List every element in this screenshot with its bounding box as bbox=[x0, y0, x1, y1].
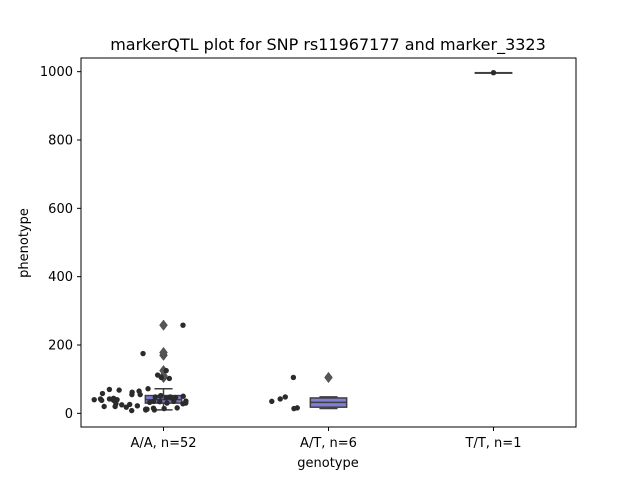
strip-point bbox=[157, 399, 163, 405]
y-axis-label: phenotype bbox=[17, 208, 32, 278]
chart-title: markerQTL plot for SNP rs11967177 and ma… bbox=[110, 35, 546, 55]
strip-point bbox=[164, 400, 170, 406]
strip-point bbox=[151, 407, 158, 413]
strip-point bbox=[180, 393, 186, 399]
strip-point bbox=[180, 401, 186, 407]
strip-point bbox=[277, 396, 283, 402]
strip-point bbox=[112, 403, 118, 410]
strip-point bbox=[140, 350, 146, 357]
box-1 bbox=[309, 371, 348, 410]
strip-point bbox=[163, 367, 169, 374]
x-axis: A/A, n=52 A/T, n=6 T/T, n=1 bbox=[130, 427, 521, 451]
strip-point bbox=[163, 395, 169, 401]
y-tick-label: 800 bbox=[48, 134, 73, 149]
x-tick-label: A/A, n=52 bbox=[130, 436, 196, 451]
strip-point bbox=[123, 404, 129, 410]
strip-point bbox=[137, 391, 143, 398]
outlier-point bbox=[159, 346, 168, 359]
strip-point bbox=[129, 391, 135, 398]
strip-1 bbox=[269, 374, 300, 412]
strip-point bbox=[161, 405, 167, 412]
strip-2 bbox=[490, 69, 497, 76]
x-tick-label: T/T, n=1 bbox=[465, 436, 522, 451]
strip-point bbox=[134, 403, 141, 409]
y-axis: 0 200 400 600 800 1000 bbox=[40, 65, 81, 422]
strip-point bbox=[106, 396, 113, 402]
strip-0 bbox=[91, 322, 189, 414]
strip-point bbox=[290, 374, 297, 381]
y-tick-label: 200 bbox=[48, 339, 73, 354]
outlier-point bbox=[159, 319, 168, 331]
outlier-point bbox=[324, 371, 333, 384]
strip-point bbox=[158, 374, 165, 381]
strip-point bbox=[98, 397, 105, 404]
strip-point bbox=[101, 403, 107, 410]
y-tick-label: 0 bbox=[65, 407, 73, 422]
strip-point bbox=[152, 394, 159, 400]
plot-marks bbox=[91, 69, 513, 414]
strip-point bbox=[116, 387, 122, 393]
x-tick-label: A/T, n=6 bbox=[300, 436, 357, 451]
strip-point bbox=[106, 386, 113, 393]
plot-area bbox=[80, 57, 577, 428]
strip-point bbox=[282, 394, 288, 400]
y-tick-label: 400 bbox=[48, 270, 73, 285]
strip-point bbox=[143, 407, 149, 413]
strip-point bbox=[269, 398, 275, 405]
strip-point bbox=[99, 390, 106, 397]
strip-point bbox=[174, 405, 180, 411]
strip-point bbox=[157, 393, 164, 399]
strip-point bbox=[145, 386, 151, 392]
y-tick-label: 600 bbox=[48, 202, 73, 217]
strip-point bbox=[291, 405, 297, 412]
strip-point bbox=[180, 322, 186, 328]
strip-point bbox=[129, 407, 135, 414]
strip-point bbox=[146, 399, 153, 406]
x-axis-label: genotype bbox=[297, 456, 358, 471]
strip-point bbox=[91, 396, 97, 403]
strip-point bbox=[490, 69, 497, 76]
strip-point bbox=[171, 398, 177, 405]
strip-point bbox=[166, 375, 173, 382]
strip-point bbox=[119, 402, 125, 408]
y-tick-label: 1000 bbox=[40, 65, 73, 80]
